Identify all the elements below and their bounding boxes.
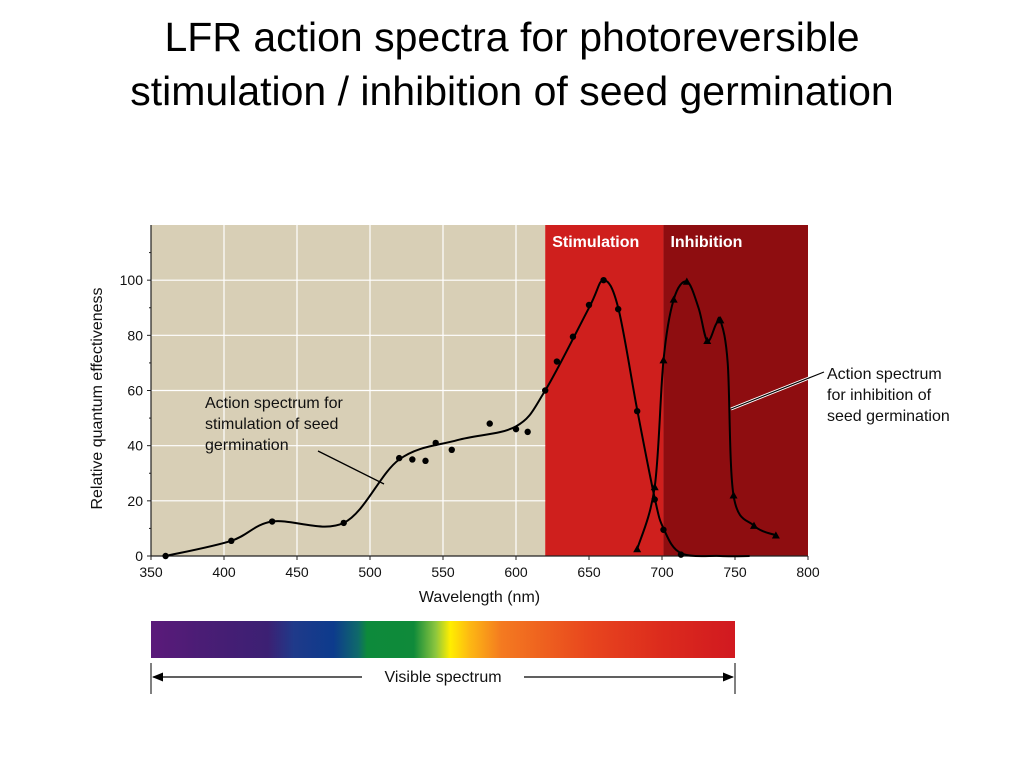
x-tick-label: 750	[723, 564, 747, 580]
data-point-inhibition	[669, 295, 678, 303]
data-point-stimulation	[524, 428, 531, 436]
title-line-2: stimulation / inhibition of seed germina…	[130, 68, 894, 114]
data-point-inhibition	[682, 277, 691, 285]
visible-spectrum-label: Visible spectrum	[384, 669, 501, 686]
y-tick-label: 80	[127, 327, 143, 343]
data-point-stimulation	[486, 420, 493, 427]
region-label-stimulation: Stimulation	[552, 234, 639, 251]
data-point-inhibition	[633, 545, 642, 553]
data-point-stimulation	[432, 439, 439, 447]
page-title: LFR action spectra for photoreversible s…	[0, 10, 1024, 118]
annotation-inhibition-line: for inhibition of	[827, 387, 932, 404]
data-point-stimulation	[660, 526, 667, 533]
data-point-inhibition	[771, 531, 780, 539]
y-tick-label: 100	[120, 272, 144, 288]
x-tick-label: 650	[577, 564, 601, 580]
x-tick-label: 350	[139, 564, 163, 580]
data-point-stimulation	[600, 276, 607, 284]
y-tick-label: 0	[135, 548, 143, 564]
data-point-stimulation	[268, 518, 276, 525]
data-point-stimulation	[542, 387, 549, 394]
data-point-stimulation	[409, 456, 416, 463]
data-point-inhibition	[650, 483, 659, 491]
annotation-stimulation-leader	[317, 450, 385, 485]
data-point-stimulation	[677, 551, 685, 558]
spectrum-arrowhead-right	[723, 672, 734, 682]
spectrum-arrowhead-left	[152, 672, 163, 682]
data-point-stimulation	[422, 457, 429, 465]
data-point-stimulation	[633, 407, 641, 415]
x-tick-label: 450	[285, 564, 309, 580]
y-tick-label: 40	[127, 438, 143, 454]
annotation-stimulation-line: Action spectrum for	[205, 395, 344, 412]
data-point-stimulation	[585, 301, 593, 309]
x-tick-label: 700	[650, 564, 674, 580]
annotation-inhibition-line: Action spectrum	[827, 366, 942, 383]
data-point-stimulation	[569, 333, 577, 340]
x-tick-label: 400	[212, 564, 236, 580]
data-point-stimulation	[162, 552, 169, 560]
y-axis-label: Relative quantum effectiveness	[89, 287, 106, 509]
y-tick-label: 60	[127, 383, 143, 399]
x-tick-label: 550	[431, 564, 455, 580]
annotation-stimulation-line: germination	[205, 437, 289, 454]
y-tick-label: 20	[127, 493, 143, 509]
x-axis-label: Wavelength (nm)	[419, 589, 540, 606]
data-point-stimulation	[228, 537, 235, 545]
region-label-inhibition: Inhibition	[670, 234, 742, 251]
data-point-stimulation	[448, 446, 455, 454]
x-tick-label: 600	[504, 564, 528, 580]
data-point-stimulation	[553, 358, 561, 365]
data-point-stimulation	[340, 519, 347, 527]
x-tick-label: 800	[796, 564, 820, 580]
data-point-inhibition	[716, 316, 725, 324]
annotation-inhibition-leader	[730, 371, 825, 410]
data-point-inhibition	[749, 521, 758, 529]
data-point-stimulation	[615, 305, 622, 313]
annotation-stimulation-line: stimulation of seed	[205, 416, 338, 433]
x-tick-label: 500	[358, 564, 382, 580]
region-stimulation	[545, 225, 664, 556]
title-line-1: LFR action spectra for photoreversible	[164, 14, 860, 60]
data-point-inhibition	[729, 491, 738, 499]
data-point-stimulation	[396, 454, 403, 462]
annotation-inhibition-line: seed germination	[827, 408, 950, 425]
data-point-inhibition	[659, 356, 668, 364]
data-point-stimulation	[512, 425, 520, 433]
data-point-inhibition	[703, 336, 712, 345]
visible-spectrum-bar	[151, 621, 735, 658]
